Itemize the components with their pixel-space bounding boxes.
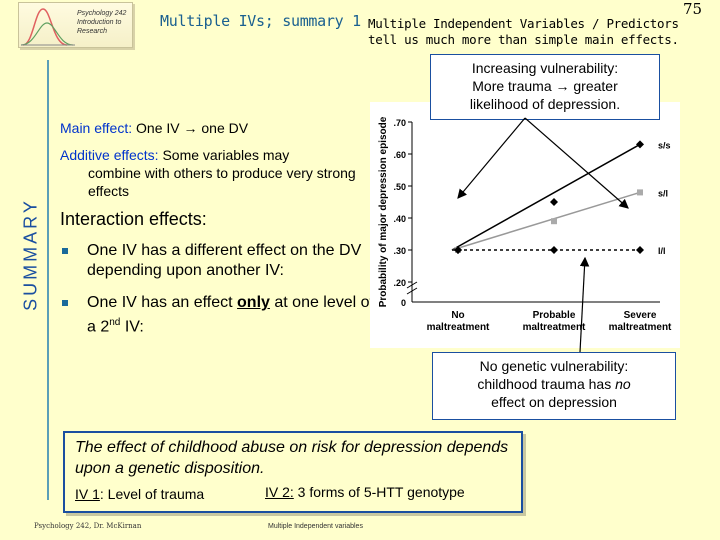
interaction-title: Interaction effects:	[60, 209, 207, 229]
chart-point	[454, 246, 462, 254]
bullet2-post: at one level of a 2	[87, 294, 374, 336]
footer-course: Psychology 242, Dr. McKirnan	[34, 522, 142, 530]
course-logo: Psychology 242 Introduction to Research	[18, 2, 133, 48]
side-divider	[47, 60, 49, 500]
chart-category-label: Severe	[624, 310, 657, 321]
main-effect-text: One IV → one DV	[136, 120, 249, 136]
chart-zero-label: 0	[401, 298, 406, 308]
chart-category-label: maltreatment	[609, 322, 672, 333]
additive-rest-text: combine with others to produce very stro…	[88, 165, 356, 199]
bullet-text: One IV has an effect only at one level o…	[87, 293, 377, 337]
footer-topic: Multiple Independent variables	[268, 523, 363, 530]
chart-ytick-label: .50	[393, 182, 406, 192]
chart-ytick-label: .40	[393, 214, 406, 224]
bullet-text: One IV has a different effect on the DV …	[87, 242, 362, 279]
chart-category-label: maltreatment	[523, 322, 586, 333]
iv1-label: IV 1: Level of trauma	[75, 486, 204, 502]
callout-bottom-em: no	[615, 376, 631, 392]
chart-series-label: s/l	[658, 188, 668, 198]
chart-category-label: Probable	[533, 310, 576, 321]
callout-bottom-line2: childhood trauma has no	[433, 375, 675, 393]
chart-series-label: s/s	[658, 140, 671, 150]
arrow-to-ll-line	[579, 256, 590, 353]
iv2-text: 3 forms of 5-HTT genotype	[293, 484, 465, 500]
additive-lead-text: Some variables may	[162, 147, 290, 163]
chart-series-label: l/l	[658, 246, 666, 256]
callout-bottom-line1: No genetic vulnerability:	[479, 358, 629, 374]
callout-no-vulnerability: No genetic vulnerability: childhood trau…	[432, 352, 676, 420]
chart-ytick-label: .70	[393, 118, 406, 128]
summary-box	[63, 431, 523, 513]
slide-number: 75	[683, 0, 703, 18]
callout-top-line3: likelihood of depression.	[469, 96, 621, 112]
iv1-name: IV 1	[75, 486, 100, 502]
bullet-icon	[62, 248, 68, 254]
chart-category-label: No	[451, 310, 464, 321]
chart-series-line	[451, 191, 641, 251]
callout-bottom-line3: effect on depression	[491, 394, 617, 410]
chart-point	[637, 189, 643, 196]
slide-subtitle: Multiple Independent Variables / Predict…	[368, 16, 679, 47]
chart-series-line	[451, 143, 641, 251]
bullet2-only: only	[237, 294, 270, 311]
bell-curve-icon	[20, 8, 75, 46]
chart-svg: Probability of major depression episode.…	[378, 116, 672, 333]
bullet2-pre: One IV has an effect	[87, 294, 233, 311]
arrow-to-ss-line	[457, 117, 526, 199]
bullet2-sup: nd	[109, 317, 121, 328]
logo-text: Psychology 242 Introduction to Research	[77, 10, 127, 35]
additive-effects: Additive effects: Some variables may com…	[60, 146, 360, 200]
chart-point	[550, 246, 558, 254]
callout-top-line1: Increasing vulnerability:	[471, 60, 619, 76]
main-effect-label: Main effect:	[60, 120, 133, 136]
iv2-name: IV 2:	[265, 484, 294, 500]
iv2-label: IV 2: 3 forms of 5-HTT genotype	[265, 484, 465, 500]
chart-ylabel: Probability of major depression episode	[378, 116, 389, 307]
additive-first-line: Additive effects: Some variables may	[60, 146, 360, 164]
chart-point	[550, 198, 558, 206]
chart-point	[551, 218, 557, 225]
bullet2-end: IV:	[124, 318, 144, 336]
chart-ytick-label: .30	[393, 246, 406, 256]
chart-ytick-label: .60	[393, 150, 406, 160]
bullet-icon	[62, 300, 68, 306]
callout-bottom-pre: childhood trauma has	[477, 376, 612, 392]
chart-point	[636, 246, 644, 254]
summary-statement: The effect of childhood abuse on risk fo…	[75, 439, 509, 477]
depression-chart: Probability of major depression episode.…	[370, 102, 680, 348]
main-effect-line: Main effect: One IV → one DV	[60, 120, 248, 136]
chart-axis-break	[406, 281, 418, 295]
arrow-to-severe	[524, 117, 629, 209]
additive-label: Additive effects:	[60, 147, 159, 163]
chart-category-label: maltreatment	[427, 322, 490, 333]
chart-point	[636, 140, 644, 149]
chart-ytick-label: .20	[393, 278, 406, 288]
slide-title: Multiple IVs; summary 1	[160, 12, 361, 30]
callout-increasing-vulnerability: Increasing vulnerability: More trauma → …	[430, 54, 660, 120]
callout-top-line2: More trauma → greater	[472, 78, 618, 94]
iv1-text: : Level of trauma	[99, 486, 205, 502]
